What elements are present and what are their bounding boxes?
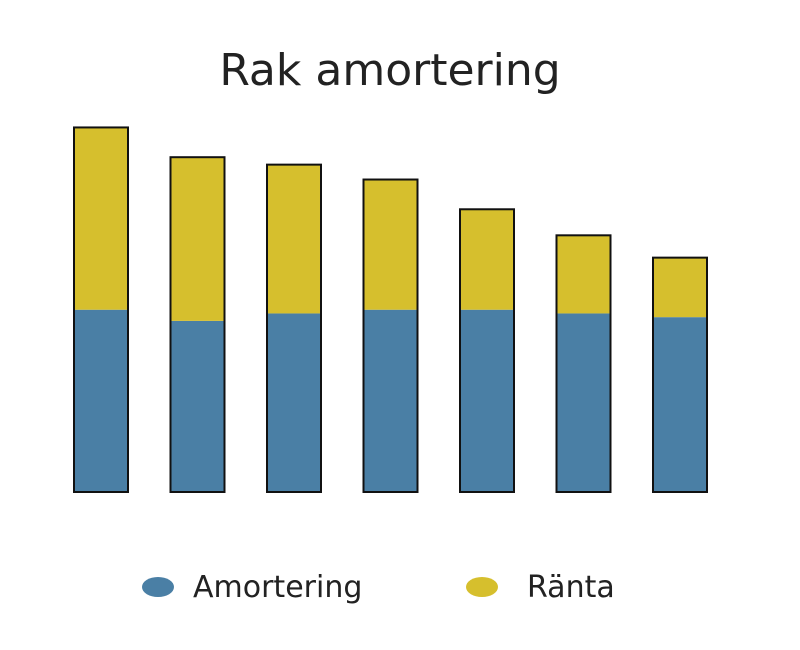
bar-amortering-1 (74, 309, 128, 492)
bars-layer (73, 126, 708, 494)
bar-ranta-2 (170, 157, 225, 321)
legend: Amortering Ränta (142, 570, 615, 605)
bar-outline-1 (73, 126, 129, 493)
bar-ranta-7 (653, 257, 707, 318)
bar-ranta-4 (363, 179, 418, 310)
legend-swatch-ranta (466, 577, 498, 597)
bar-amortering-2 (170, 320, 225, 492)
bar-amortering-7 (653, 317, 707, 492)
bar-group-6 (555, 234, 612, 493)
legend-label-ranta: Ränta (527, 570, 615, 605)
bar-amortering-3 (267, 313, 321, 492)
bar-outline-4 (362, 178, 419, 494)
bar-group-1 (73, 126, 129, 493)
bar-ranta-1 (74, 127, 128, 310)
bar-outline-7 (652, 256, 708, 494)
bar-group-4 (362, 178, 419, 494)
bar-group-3 (266, 163, 322, 493)
legend-label-amortering: Amortering (193, 570, 362, 605)
bar-amortering-5 (460, 309, 514, 492)
bar-group-5 (459, 208, 515, 493)
bar-outline-2 (169, 156, 226, 493)
legend-swatch-amortering (142, 577, 174, 597)
bar-amortering-4 (363, 309, 418, 492)
bar-ranta-5 (460, 209, 514, 310)
bar-outline-3 (266, 163, 322, 493)
legend-item-ranta: Ränta (466, 570, 615, 605)
bar-outline-6 (555, 234, 612, 493)
legend-item-amortering: Amortering (142, 570, 362, 605)
chart-title: Rak amortering (219, 45, 560, 96)
bar-ranta-6 (556, 235, 611, 314)
bar-ranta-3 (267, 164, 321, 314)
bar-group-2 (169, 156, 226, 493)
bar-group-7 (652, 256, 708, 494)
bar-outline-5 (459, 208, 515, 493)
bar-amortering-6 (556, 313, 611, 492)
